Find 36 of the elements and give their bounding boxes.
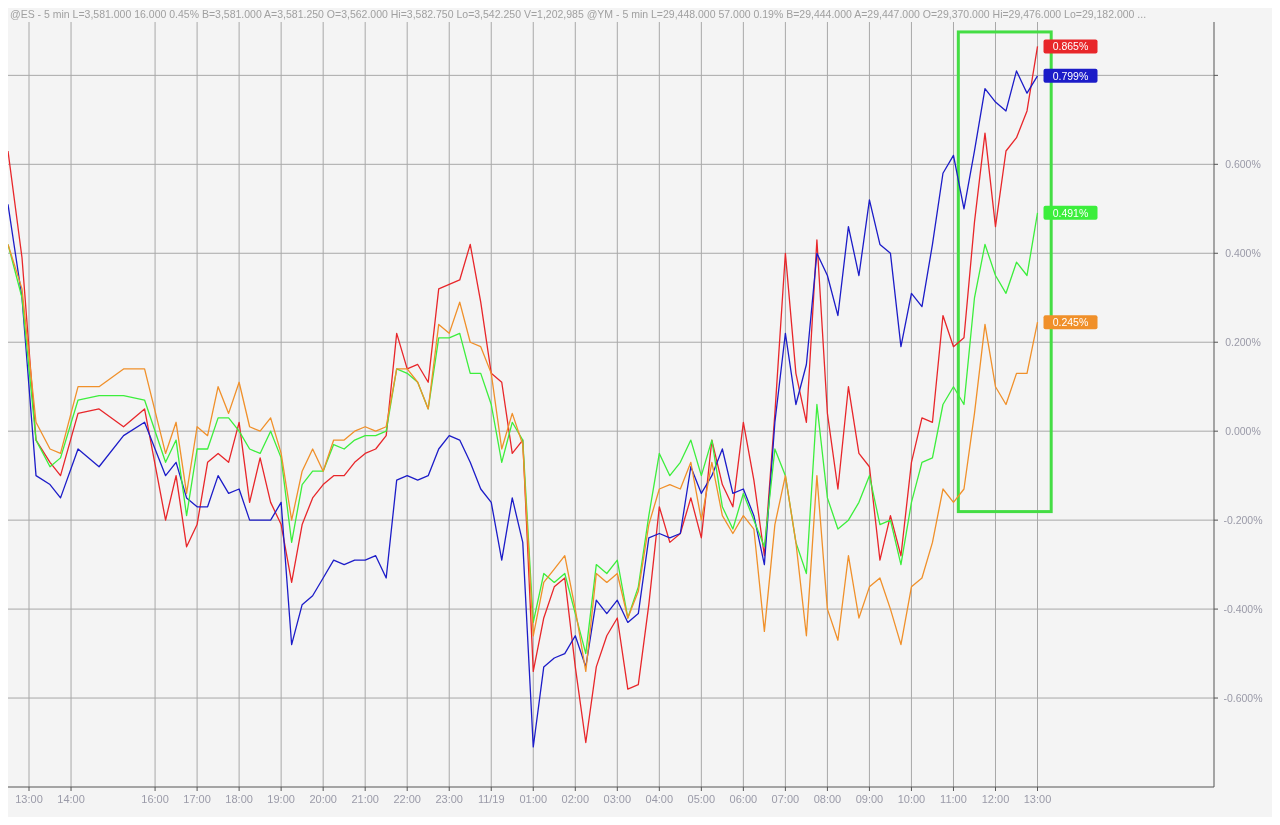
x-tick-label: 19:00	[267, 793, 295, 805]
y-tick-label: 0.000%	[1225, 425, 1261, 438]
x-tick-label: 13:00	[1023, 793, 1052, 805]
x-tick-label: 17:00	[183, 793, 211, 805]
x-tick-label: 06:00	[729, 793, 758, 805]
x-tick-label: 03:00	[603, 793, 632, 805]
y-tick-label: 0.600%	[1225, 158, 1261, 171]
x-tick-label: 20:00	[309, 793, 337, 805]
y-tick-label: -0.200%	[1223, 514, 1263, 527]
x-tick-label: 16:00	[141, 793, 169, 805]
y-tick-label: 0.200%	[1225, 336, 1261, 349]
x-tick-label: 02:00	[561, 793, 590, 805]
x-tick-label: 09:00	[855, 793, 884, 805]
y-tick-label: 0.400%	[1225, 247, 1261, 260]
data-label: 0.491%	[1052, 206, 1089, 219]
x-tick-label: 18:00	[225, 793, 253, 805]
x-tick-label: 07:00	[771, 793, 800, 805]
x-tick-label: 12:00	[981, 793, 1010, 805]
x-tick-label: 05:00	[687, 793, 716, 805]
data-label: 0.865%	[1052, 40, 1089, 53]
x-tick-label: 01:00	[519, 793, 548, 805]
x-tick-label: 11:00	[940, 793, 967, 805]
x-tick-label: 08:00	[813, 793, 842, 805]
data-label: 0.245%	[1052, 316, 1089, 329]
x-tick-label: 10:00	[897, 793, 926, 805]
x-tick-label: 23:00	[435, 793, 463, 805]
x-tick-label: 21:00	[351, 793, 379, 805]
y-tick-label: -0.600%	[1223, 692, 1263, 705]
x-tick-label: 14:00	[57, 793, 85, 805]
x-tick-label: 11/19	[477, 793, 505, 805]
chart-title: @ES - 5 min L=3,581.000 16.000 0.45% B=3,581.000 A=3,581.250 O=3,562.000 Hi=3,582.750 Lo=3,542.250 V=1,202,985 @YM - 5 min L=29,448.000 57.000 0.19% B=29,444.000 A=29,447.000 O=29,370.000 Hi=29,476.000 Lo=29,182.000 ...	[10, 8, 1147, 20]
x-tick-label: 13:00	[15, 793, 43, 805]
data-label: 0.799%	[1052, 69, 1089, 82]
y-tick-label: -0.400%	[1223, 603, 1263, 616]
x-tick-label: 04:00	[645, 793, 674, 805]
x-tick-label: 22:00	[393, 793, 421, 805]
